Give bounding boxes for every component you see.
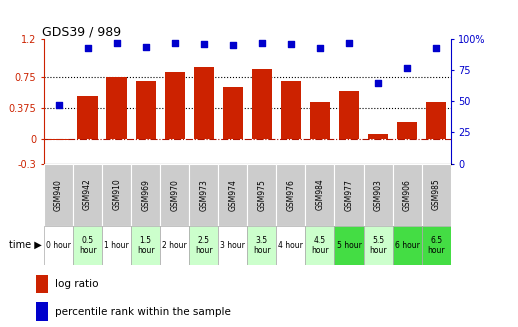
Point [170,40,179,45]
Bar [277,226,306,265]
Text: GSM976: GSM976 [286,179,295,211]
Bar [102,164,131,226]
Text: GSM970: GSM970 [170,179,179,211]
Text: GDS39 / 989: GDS39 / 989 [42,25,121,38]
Bar [131,164,160,226]
Bar [223,87,243,139]
Text: log ratio: log ratio [55,279,99,289]
Text: 3.5
hour: 3.5 hour [253,236,271,255]
Bar [306,164,335,226]
Text: 2.5
hour: 2.5 hour [195,236,212,255]
Bar [102,226,131,265]
Text: GSM906: GSM906 [402,179,412,211]
Bar [131,226,160,265]
Text: time ▶: time ▶ [9,240,42,250]
Bar [426,102,447,139]
Bar [218,226,248,265]
Text: GSM940: GSM940 [54,179,63,211]
Bar [393,226,422,265]
Bar [36,275,48,293]
Point [141,44,150,49]
Point [228,43,237,48]
Text: GSM977: GSM977 [344,179,353,211]
Bar [189,226,218,265]
Text: 5.5
hour: 5.5 hour [369,236,387,255]
Point [345,40,353,45]
Text: 2 hour: 2 hour [162,241,187,250]
Bar [77,95,98,139]
Bar [339,92,359,139]
Text: 5 hour: 5 hour [337,241,362,250]
Bar [364,226,393,265]
Bar [397,122,418,139]
Bar [44,226,73,265]
Point [287,42,295,47]
Text: GSM973: GSM973 [199,179,208,211]
Bar [160,164,189,226]
Bar [335,226,364,265]
Bar [364,164,393,226]
Point [83,45,92,51]
Bar [107,77,127,139]
Bar [281,81,301,139]
Bar [44,164,73,226]
Bar [218,164,248,226]
Text: GSM975: GSM975 [257,179,266,211]
Text: percentile rank within the sample: percentile rank within the sample [55,307,232,317]
Text: GSM974: GSM974 [228,179,237,211]
Text: 6.5
hour: 6.5 hour [427,236,445,255]
Bar [160,226,189,265]
Text: GSM984: GSM984 [315,179,324,211]
Bar [422,226,451,265]
Bar [165,72,185,139]
Bar [136,81,156,139]
Bar [277,164,306,226]
Bar [36,302,48,321]
Point [258,40,266,45]
Text: 1.5
hour: 1.5 hour [137,236,154,255]
Bar [248,226,277,265]
Text: 0.5
hour: 0.5 hour [79,236,96,255]
Point [374,80,382,85]
Bar [73,226,102,265]
Bar [48,139,69,140]
Bar [393,164,422,226]
Bar [194,67,214,139]
Text: GSM942: GSM942 [83,179,92,211]
Bar [252,69,272,139]
Bar [310,102,330,139]
Bar [306,226,335,265]
Bar [73,164,102,226]
Text: 4.5
hour: 4.5 hour [311,236,329,255]
Point [112,40,121,45]
Text: 4 hour: 4 hour [279,241,304,250]
Text: GSM910: GSM910 [112,179,121,211]
Text: 6 hour: 6 hour [395,241,420,250]
Point [432,45,440,51]
Text: 0 hour: 0 hour [46,241,71,250]
Point [403,65,411,70]
Text: GSM985: GSM985 [431,179,441,211]
Text: 1 hour: 1 hour [104,241,129,250]
Point [316,45,324,51]
Text: 3 hour: 3 hour [220,241,245,250]
Text: GSM903: GSM903 [373,179,383,211]
Text: GSM969: GSM969 [141,179,150,211]
Bar [422,164,451,226]
Point [54,102,63,108]
Bar [368,134,388,139]
Bar [189,164,218,226]
Bar [248,164,277,226]
Bar [335,164,364,226]
Point [199,42,208,47]
